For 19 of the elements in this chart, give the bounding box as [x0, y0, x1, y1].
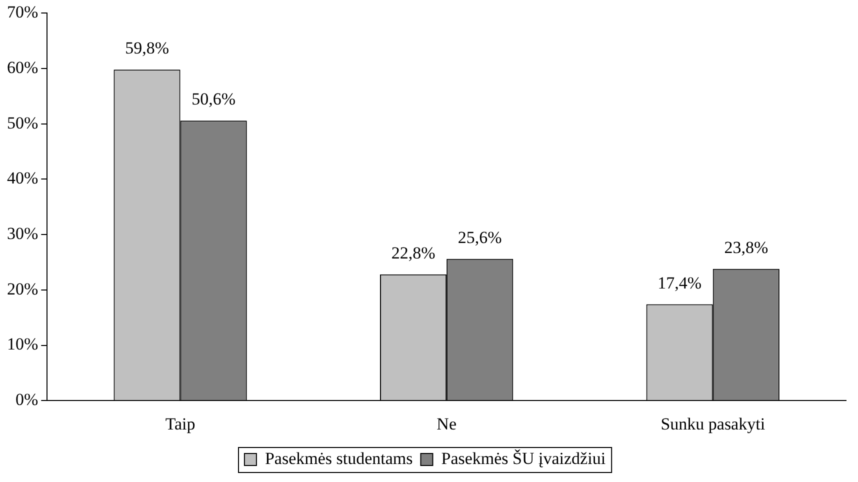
- data-label: 23,8%: [724, 238, 768, 257]
- x-tick-label: Ne: [436, 414, 456, 434]
- data-label: 17,4%: [658, 273, 702, 292]
- y-tick-label: 70%: [6, 2, 38, 22]
- y-tick-label: 60%: [6, 58, 38, 78]
- data-label: 50,6%: [192, 90, 236, 109]
- legend-label: Pasekmės studentams: [264, 448, 413, 468]
- data-label: 59,8%: [125, 38, 169, 58]
- y-tick-label: 20%: [6, 279, 38, 298]
- data-label: 25,6%: [458, 228, 502, 247]
- x-tick-label: Sunku pasakyti: [660, 414, 766, 434]
- y-tick-label: 50%: [6, 113, 38, 132]
- y-tick-label: 30%: [6, 224, 38, 244]
- y-tick-label: 10%: [6, 334, 38, 354]
- y-tick-label: 0%: [15, 390, 38, 410]
- data-label: 22,8%: [391, 243, 436, 262]
- legend-label: Pasekmės ŠU įvaizdžiui: [441, 448, 606, 468]
- y-tick-label: 40%: [6, 168, 38, 188]
- x-tick-label: Taip: [165, 414, 196, 434]
